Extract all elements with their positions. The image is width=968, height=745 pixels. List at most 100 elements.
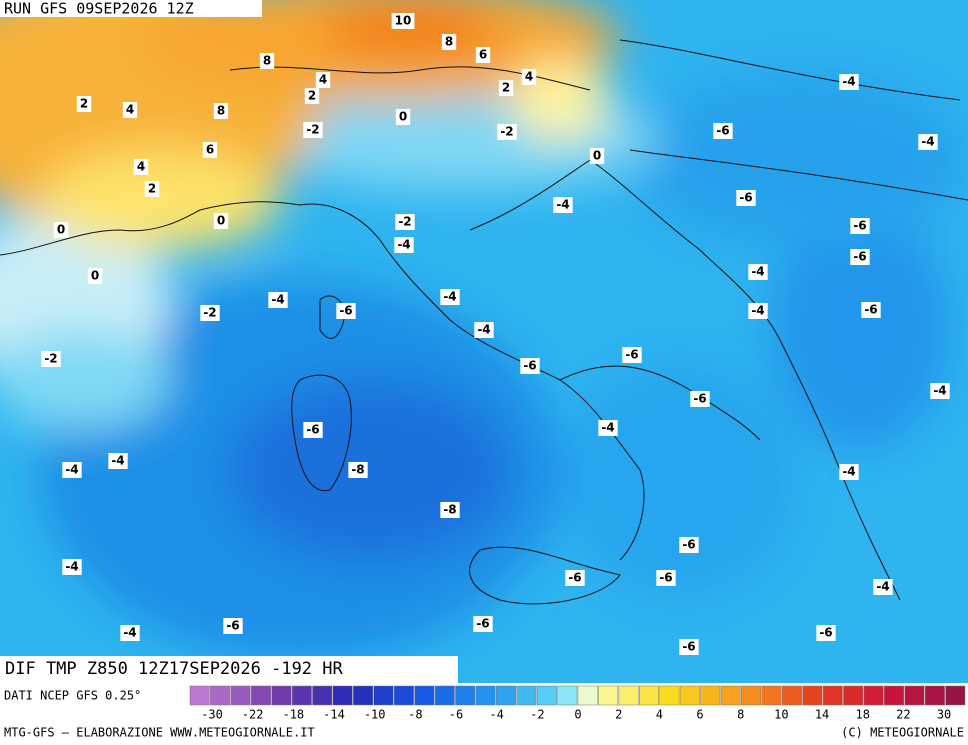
contour-label-bg <box>598 420 618 436</box>
colorbar-label: 8 <box>737 708 744 722</box>
contour-label: 2 <box>144 181 160 197</box>
contour-value: -6 <box>682 538 695 552</box>
contour-value: -6 <box>226 619 239 633</box>
colorbar-swatch <box>414 685 435 706</box>
contour-value: -6 <box>568 571 581 585</box>
contour-label-bg <box>213 213 229 229</box>
contour-label-bg <box>53 222 69 238</box>
contour-value: -4 <box>933 384 946 398</box>
caption-box <box>0 656 458 683</box>
contour-label-bg <box>259 53 275 69</box>
contour-value: -4 <box>65 463 78 477</box>
contour-label: -4 <box>553 197 573 213</box>
contour-value: -4 <box>556 198 569 212</box>
contour-label: -2 <box>200 305 220 321</box>
contour-value: -4 <box>397 238 410 252</box>
contour-label-bg <box>144 181 160 197</box>
contour-label: -2 <box>41 351 61 367</box>
colorbar-swatch <box>332 685 353 706</box>
contour-value: -4 <box>271 293 284 307</box>
contour-label-bg <box>133 159 149 175</box>
colorbar-label: 22 <box>896 708 910 722</box>
contour-value: -2 <box>203 306 216 320</box>
contour-value: 2 <box>148 182 156 196</box>
colorbar-label: -18 <box>282 708 304 722</box>
contour-label-bg <box>873 579 893 595</box>
contour-value: 8 <box>263 54 271 68</box>
colorbar <box>189 685 966 706</box>
contour-value: -2 <box>398 215 411 229</box>
colorbar-label: -6 <box>449 708 463 722</box>
colorbar-swatch <box>863 685 884 706</box>
contour-label-bg <box>475 47 491 63</box>
contour-value: -6 <box>682 640 695 654</box>
contour-label: 4 <box>133 159 149 175</box>
contour-value: -4 <box>842 75 855 89</box>
colorbar-swatch <box>210 685 231 706</box>
colorbar-swatch <box>618 685 639 706</box>
contour-label-bg <box>816 625 836 641</box>
contour-value: 4 <box>525 70 533 84</box>
map-field <box>0 0 968 683</box>
contour-value: 0 <box>593 149 601 163</box>
colorbar-swatch <box>496 685 516 706</box>
contour-value: 4 <box>137 160 145 174</box>
contour-label: -4 <box>268 292 288 308</box>
contour-label: -4 <box>873 579 893 595</box>
contour-value: -6 <box>864 303 877 317</box>
contour-label-bg <box>122 102 138 118</box>
contour-label-bg <box>861 302 881 318</box>
contour-label-bg <box>918 134 938 150</box>
contour-value: -6 <box>625 348 638 362</box>
contour-label: -8 <box>348 462 368 478</box>
contour-label-bg <box>304 88 320 104</box>
contour-label: 6 <box>202 142 218 158</box>
colorbar-swatch <box>679 685 700 706</box>
contour-value: -6 <box>853 219 866 233</box>
contour-label-bg <box>348 462 368 478</box>
contour-value: -6 <box>853 250 866 264</box>
contour-label-bg <box>303 122 323 138</box>
contour-label-bg <box>839 464 859 480</box>
contour-label-bg <box>497 124 517 140</box>
contour-label: -6 <box>679 537 699 553</box>
contour-label: -4 <box>474 322 494 338</box>
contour-label: -4 <box>62 462 82 478</box>
colorbar-swatch <box>577 685 598 706</box>
colorbar-label: 10 <box>774 708 788 722</box>
map-caption: DIF TMP Z850 12Z17SEP2026 -192 HR <box>5 659 344 679</box>
contour-label: -6 <box>473 616 493 632</box>
contour-label-bg <box>656 570 676 586</box>
contour-value: -4 <box>751 265 764 279</box>
contour-label-bg <box>108 453 128 469</box>
contour-value: -6 <box>716 124 729 138</box>
contour-value: 2 <box>80 97 88 111</box>
contour-label-bg <box>440 289 460 305</box>
contour-value: -4 <box>477 323 490 337</box>
contour-label: -4 <box>748 264 768 280</box>
colorbar-swatch <box>251 685 271 706</box>
contour-label-bg <box>748 303 768 319</box>
contour-value: 4 <box>319 73 327 87</box>
contour-label: -8 <box>440 502 460 518</box>
contour-label: -6 <box>690 391 710 407</box>
contour-value: 4 <box>126 103 134 117</box>
contour-label: -6 <box>850 249 870 265</box>
contour-label-bg <box>850 218 870 234</box>
contour-value: 8 <box>217 104 225 118</box>
contour-label: 2 <box>76 96 92 112</box>
contour-label: -6 <box>850 218 870 234</box>
contour-label: 6 <box>475 47 491 63</box>
contour-value: -4 <box>842 465 855 479</box>
contour-value: 2 <box>502 81 510 95</box>
colorbar-swatch <box>312 685 333 706</box>
contour-label-bg <box>521 69 537 85</box>
contour-label-bg <box>223 618 243 634</box>
colorbar-label: 4 <box>656 708 663 722</box>
contour-value: -4 <box>751 304 764 318</box>
contour-label: 0 <box>589 148 605 164</box>
colorbar-swatch <box>700 685 721 706</box>
contour-value: 6 <box>206 143 214 157</box>
colorbar-swatch <box>761 685 782 706</box>
